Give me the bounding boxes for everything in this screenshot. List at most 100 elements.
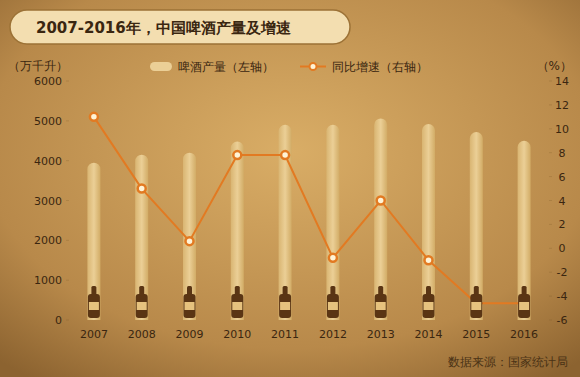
bottle-neck — [522, 286, 527, 296]
bar — [326, 125, 339, 320]
bottle-label — [328, 302, 338, 310]
bottle-label — [137, 302, 147, 310]
bottle-body — [88, 294, 100, 318]
y2-tick — [549, 104, 552, 105]
legend-swatch-marker — [310, 63, 317, 70]
bottle-label — [280, 302, 290, 310]
legend-label: 啤酒产量（左轴） — [178, 60, 274, 74]
bar — [231, 142, 244, 320]
y2-tick — [549, 176, 552, 177]
y2-tick — [549, 224, 552, 225]
bottle-label — [185, 302, 195, 310]
bottle-body — [184, 294, 196, 318]
bottle-neck — [235, 286, 240, 296]
bottle-label — [424, 302, 434, 310]
y2-tick-label: 8 — [559, 147, 566, 160]
y2-axis-label: （%） — [537, 59, 572, 73]
y2-tick-label: 2 — [559, 218, 566, 231]
bottle-label — [89, 302, 99, 310]
legend-swatch-bar — [150, 62, 172, 71]
y-tick — [66, 120, 69, 121]
y-tick — [66, 81, 69, 82]
growth-point — [90, 113, 98, 121]
bottle-body — [518, 294, 530, 318]
y2-tick — [549, 320, 552, 321]
bottle-body — [231, 294, 243, 318]
y-tick — [66, 160, 69, 161]
x-tick-label: 2009 — [176, 328, 204, 341]
x-tick-label: 2011 — [271, 328, 299, 341]
y2-tick — [549, 296, 552, 297]
chart: 2007-2016年，中国啤酒产量及增速 （万千升） （%） 啤酒产量（左轴） 同比增速… — [0, 0, 580, 377]
bottle-body — [470, 294, 482, 318]
y-tick-label: 6000 — [34, 75, 62, 88]
y2-tick-label: 14 — [555, 75, 569, 88]
bottle-label — [471, 302, 481, 310]
x-tick-label: 2013 — [367, 328, 395, 341]
y2-tick-label: 0 — [559, 242, 566, 255]
legend-label: 同比增速（右轴） — [332, 60, 428, 74]
bottle-neck — [426, 286, 431, 296]
bottle-label — [519, 302, 529, 310]
growth-point — [138, 185, 146, 193]
y2-tick — [549, 152, 552, 153]
y-tick — [66, 280, 69, 281]
bottle-body — [136, 294, 148, 318]
x-tick-label: 2012 — [319, 328, 347, 341]
x-tick-label: 2008 — [128, 328, 156, 341]
bottle-neck — [283, 286, 288, 296]
bottle-neck — [330, 286, 335, 296]
y-tick-label: 3000 — [34, 195, 62, 208]
bottle-body — [327, 294, 339, 318]
marks — [87, 113, 530, 320]
bar — [374, 118, 387, 320]
y-axis-label: （万千升） — [8, 59, 68, 73]
y-tick-label: 0 — [55, 314, 62, 327]
y2-tick — [549, 200, 552, 201]
x-tick-label: 2014 — [415, 328, 443, 341]
bar — [518, 141, 531, 320]
y2-tick — [549, 248, 552, 249]
bottle-body — [423, 294, 435, 318]
bar — [279, 125, 292, 320]
bar — [422, 124, 435, 320]
growth-point — [186, 237, 194, 245]
growth-point — [425, 256, 433, 264]
background — [0, 0, 580, 377]
bar — [470, 132, 483, 320]
y-tick-label: 5000 — [34, 115, 62, 128]
x-tick-label: 2007 — [80, 328, 108, 341]
bottle-neck — [378, 286, 383, 296]
bar — [87, 163, 100, 320]
y2-tick — [549, 128, 552, 129]
bottle-neck — [91, 286, 96, 296]
growth-point — [329, 254, 337, 262]
y-tick — [66, 320, 69, 321]
y2-tick-label: 10 — [555, 123, 569, 136]
bottle-neck — [187, 286, 192, 296]
x-tick-label: 2015 — [462, 328, 490, 341]
y2-tick — [549, 272, 552, 273]
y-tick-label: 4000 — [34, 155, 62, 168]
source: 数据来源：国家统计局 — [448, 355, 568, 369]
y2-tick-label: 6 — [559, 171, 566, 184]
y-tick-label: 2000 — [34, 234, 62, 247]
growth-point — [233, 151, 241, 159]
bottle-label — [376, 302, 386, 310]
y2-tick-label: -6 — [557, 314, 568, 327]
y2-tick-label: -4 — [557, 290, 568, 303]
legend: 啤酒产量（左轴） 同比增速（右轴） — [150, 60, 428, 74]
x-tick-label: 2016 — [510, 328, 538, 341]
y2-tick-label: -2 — [557, 266, 568, 279]
x-tick-label: 2010 — [223, 328, 251, 341]
y-tick — [66, 200, 69, 201]
bottles — [88, 286, 530, 318]
bottle-neck — [474, 286, 479, 296]
title: 2007-2016年，中国啤酒产量及增速 — [36, 19, 292, 37]
y-tick-label: 1000 — [34, 274, 62, 287]
y2-tick — [549, 81, 552, 82]
y2-tick-label: 4 — [559, 195, 566, 208]
y-tick — [66, 240, 69, 241]
title-box — [10, 10, 350, 44]
bottle-body — [375, 294, 387, 318]
